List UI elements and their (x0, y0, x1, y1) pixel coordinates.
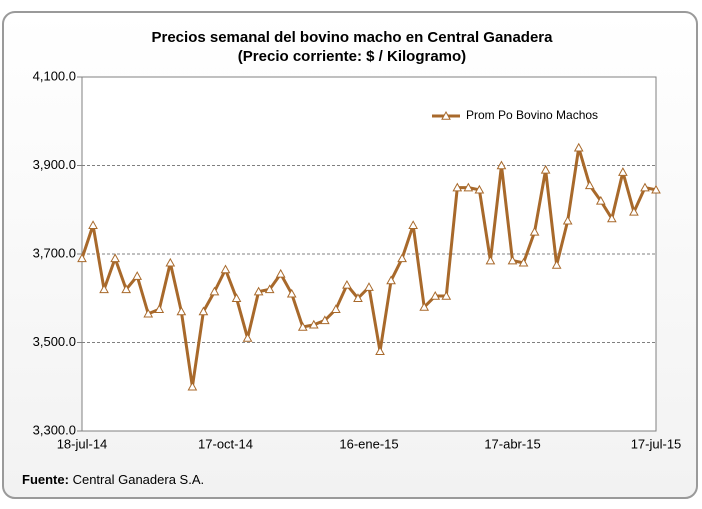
marker (640, 182, 650, 192)
marker (606, 213, 617, 223)
marker (319, 315, 330, 325)
marker (463, 182, 474, 192)
x-tick-label: 18-jul-14 (57, 436, 108, 451)
legend-marker (441, 110, 451, 120)
marker (132, 271, 143, 280)
marker (331, 304, 341, 314)
marker (88, 220, 98, 229)
marker (386, 275, 396, 285)
marker (286, 288, 297, 298)
marker (308, 319, 319, 329)
x-tick-label: 17-oct-14 (198, 436, 253, 451)
marker (496, 160, 507, 170)
marker (397, 253, 407, 263)
marker (165, 257, 176, 267)
x-tick-label: 17-jul-15 (631, 436, 682, 451)
marker (529, 226, 540, 236)
marker (77, 253, 87, 263)
marker (551, 260, 562, 269)
marker (353, 293, 363, 302)
marker (485, 255, 496, 265)
marker (264, 284, 275, 294)
chart-title: Precios semanal del bovino macho en Cent… (152, 29, 554, 46)
marker (441, 291, 452, 300)
legend-label: Prom Po Bovino Machos (466, 108, 598, 122)
marker (209, 286, 220, 296)
marker (121, 284, 132, 294)
marker (364, 282, 374, 291)
marker (99, 284, 109, 294)
marker (253, 286, 264, 296)
marker (187, 381, 198, 391)
marker (143, 308, 154, 318)
marker (154, 304, 165, 314)
marker (629, 206, 639, 216)
marker (198, 306, 209, 316)
marker (275, 268, 286, 278)
marker (430, 291, 441, 300)
marker (176, 306, 187, 316)
y-tick-label: 3,700.0 (33, 245, 76, 260)
marker (297, 321, 308, 331)
y-tick-label: 4,100.0 (33, 68, 76, 83)
marker (595, 195, 606, 205)
y-tick-label: 3,900.0 (33, 157, 76, 172)
marker (110, 253, 120, 263)
marker (518, 257, 529, 267)
marker (507, 255, 518, 265)
y-tick-label: 3,300.0 (33, 422, 76, 437)
marker (242, 333, 253, 342)
marker (375, 346, 385, 356)
marker (474, 184, 485, 194)
marker (231, 293, 242, 302)
marker (584, 180, 595, 190)
x-tick-label: 16-ene-15 (339, 436, 398, 451)
y-tick-label: 3,500.0 (33, 334, 76, 349)
marker (562, 215, 573, 225)
marker (618, 167, 628, 176)
marker (342, 279, 352, 289)
chart-subtitle: (Precio corriente: $ / Kilogramo) (238, 48, 466, 65)
marker (419, 302, 430, 311)
source-text: Central Ganadera S.A. (73, 472, 205, 487)
marker (220, 264, 231, 274)
marker (651, 184, 661, 194)
x-tick-label: 17-abr-15 (484, 436, 540, 451)
source: Fuente: Central Ganadera S.A. (22, 472, 204, 487)
marker (408, 220, 419, 229)
marker (540, 164, 551, 174)
source-label: Fuente: (22, 472, 69, 487)
marker (452, 182, 463, 192)
marker (573, 142, 584, 152)
